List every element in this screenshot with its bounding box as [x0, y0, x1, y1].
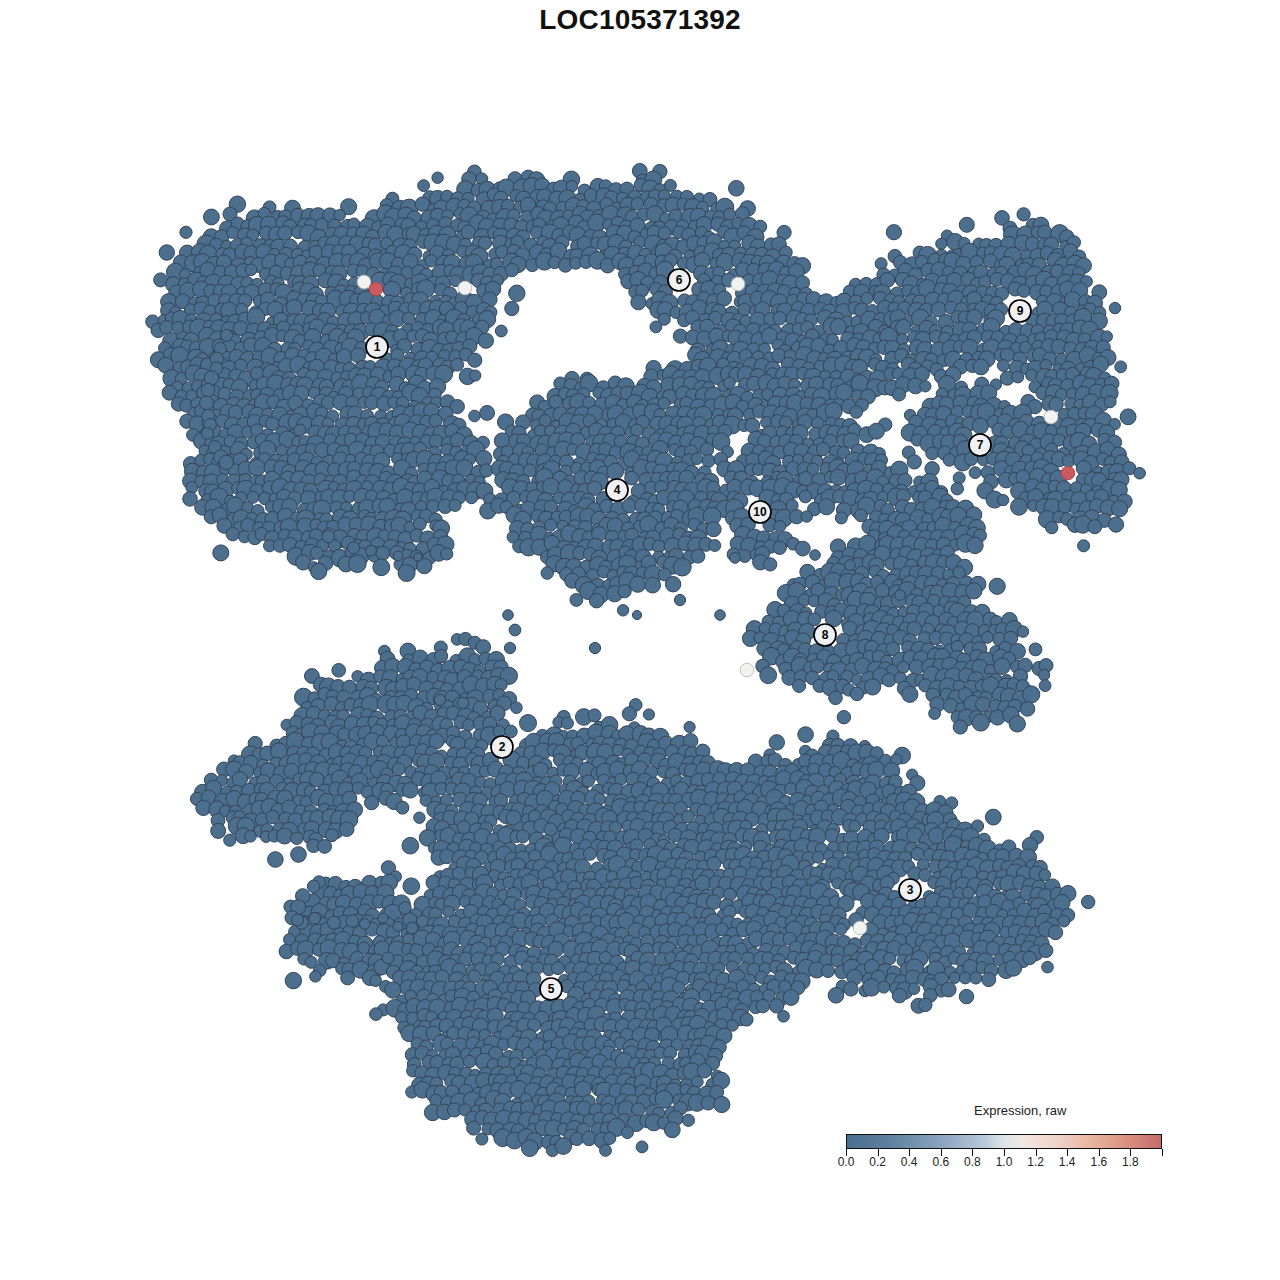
svg-text:7: 7	[977, 438, 984, 452]
svg-text:5: 5	[548, 982, 555, 996]
svg-text:6: 6	[676, 273, 683, 287]
svg-text:8: 8	[822, 628, 829, 642]
svg-text:4: 4	[614, 483, 621, 497]
svg-text:9: 9	[1017, 304, 1024, 318]
svg-text:1: 1	[374, 340, 381, 354]
svg-text:3: 3	[907, 883, 914, 897]
svg-text:2: 2	[499, 740, 506, 754]
svg-text:10: 10	[753, 505, 767, 519]
